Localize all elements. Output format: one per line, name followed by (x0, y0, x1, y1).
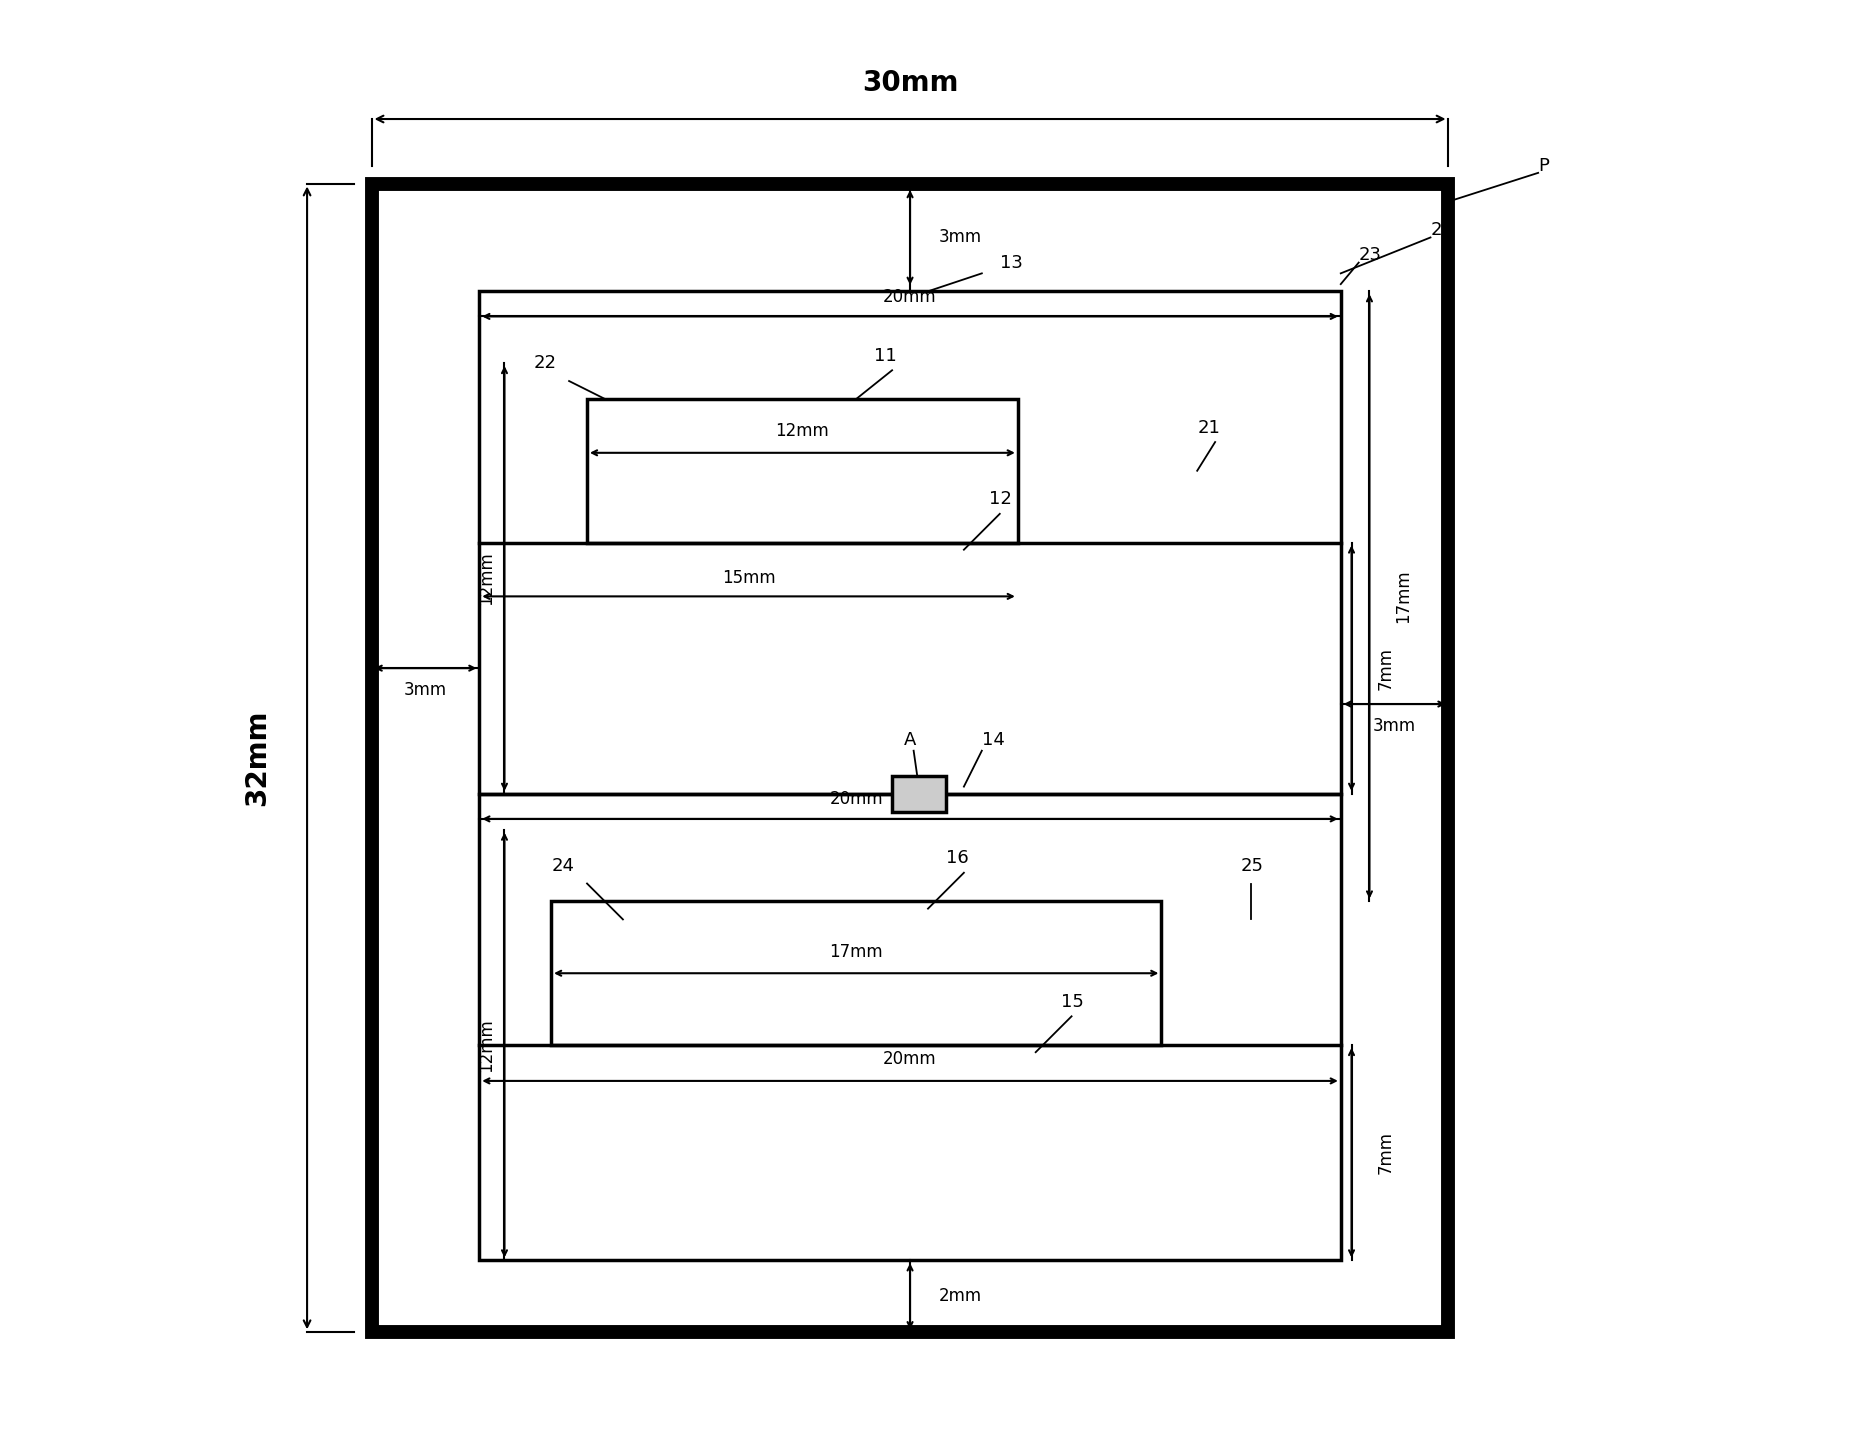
Bar (371, 183, 1447, 1333)
Text: 21: 21 (1196, 419, 1219, 436)
Text: 12mm: 12mm (775, 422, 829, 440)
Text: 7mm: 7mm (1376, 1131, 1393, 1174)
Text: 20mm: 20mm (829, 790, 883, 809)
Text: 2mm: 2mm (939, 1287, 981, 1305)
Text: 13: 13 (1000, 254, 1022, 271)
Text: 17mm: 17mm (1393, 569, 1412, 624)
Text: 25: 25 (1239, 856, 1263, 875)
Text: 17mm: 17mm (829, 943, 883, 960)
Text: A: A (903, 731, 916, 749)
Text: 22: 22 (532, 354, 556, 373)
Bar (892, 775, 946, 812)
Text: 23: 23 (1430, 221, 1452, 240)
Text: 3mm: 3mm (404, 680, 447, 699)
Bar (551, 901, 1161, 1045)
Text: 12mm: 12mm (477, 552, 495, 605)
Text: 3mm: 3mm (939, 228, 981, 247)
Text: 14: 14 (981, 731, 1004, 749)
Text: 20mm: 20mm (883, 1050, 937, 1069)
Text: 15mm: 15mm (722, 569, 775, 588)
Text: 24: 24 (551, 856, 573, 875)
Bar (479, 292, 1339, 794)
Text: 32mm: 32mm (243, 709, 271, 806)
Text: 12: 12 (989, 491, 1011, 508)
Bar (586, 399, 1017, 543)
Text: 3mm: 3mm (1373, 716, 1415, 735)
Bar (479, 794, 1339, 1261)
Text: P: P (1538, 157, 1549, 175)
Text: 30mm: 30mm (861, 69, 957, 97)
Text: 11: 11 (874, 347, 896, 365)
Text: 15: 15 (1061, 993, 1083, 1011)
Text: 12mm: 12mm (477, 1018, 495, 1071)
Text: 23: 23 (1358, 247, 1380, 264)
Text: 7mm: 7mm (1376, 647, 1393, 690)
Text: 20mm: 20mm (883, 287, 937, 306)
Text: 16: 16 (946, 849, 968, 868)
